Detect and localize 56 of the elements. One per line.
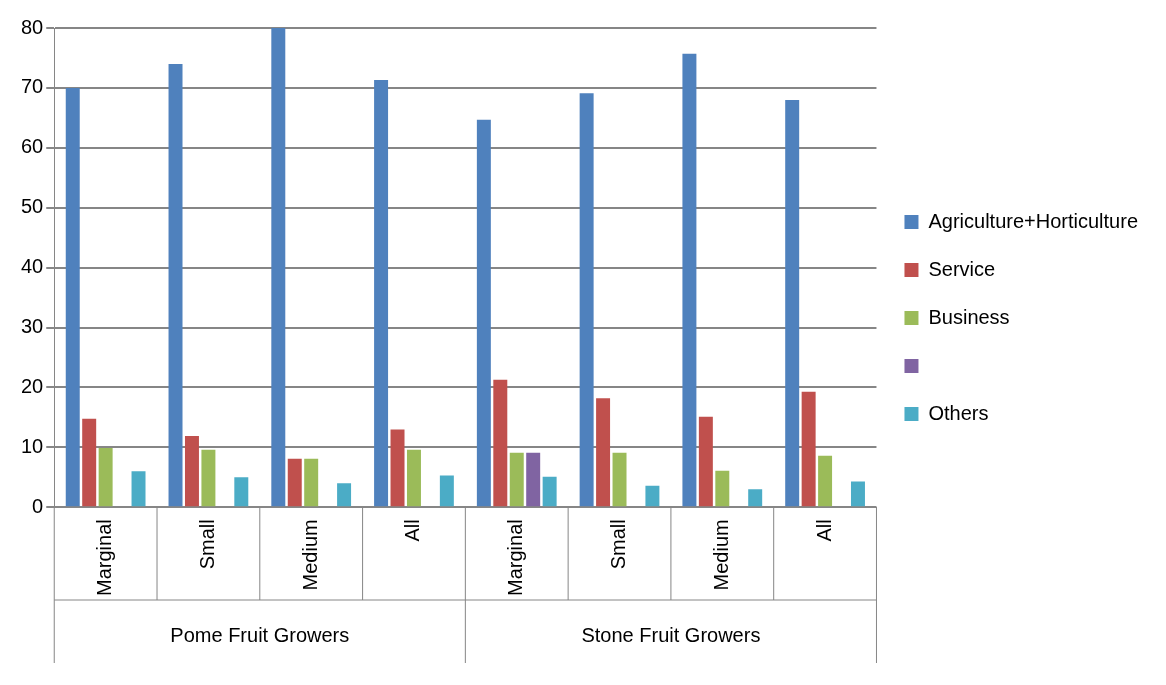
bar [850,481,865,507]
x-tick-label: Small [195,519,218,570]
text: Pome Fruit Growers [170,623,350,646]
bar [82,418,97,507]
bar [682,53,697,507]
bar [476,119,491,507]
bar [168,63,183,507]
bar [715,470,730,507]
bar [612,452,627,507]
bar [596,398,611,507]
bar [645,485,660,507]
y-tick-label: 80 [21,15,44,38]
bar [542,476,557,507]
y-tick-label: 10 [21,434,44,457]
legend-label: Service [928,257,996,280]
bar [406,449,421,507]
bar [271,28,286,507]
y-tick-label: 50 [21,195,44,218]
bar [201,449,216,507]
legend-label: Agriculture+Horticulture [928,209,1138,232]
bar [390,429,405,507]
bar [337,483,352,507]
bar [579,93,594,507]
bar [234,477,249,507]
y-tick-label: 0 [32,494,44,517]
bar [184,436,199,507]
x-tick-label: Medium [709,519,732,591]
x-tick-label: All [401,519,424,542]
bar [698,416,713,507]
legend-label: Business [928,305,1010,328]
bar [493,379,508,507]
bar [65,87,80,507]
x-tick-label: All [812,519,835,542]
x-tick-label: Small [607,519,630,570]
bar [287,458,302,507]
y-tick-label: 40 [21,255,44,278]
bar [801,391,816,507]
bar [748,489,763,507]
bar [439,475,454,507]
bar [818,455,833,507]
y-tick-label: 70 [21,75,44,98]
x-tick-label: Medium [298,519,321,591]
bar [785,99,800,507]
legend-label: Others [928,401,989,424]
text: Stone Fruit Growers [581,623,761,646]
bar [374,80,389,507]
bar [304,458,319,507]
y-tick-label: 20 [21,374,44,397]
bar [509,452,524,507]
y-tick-label: 30 [21,315,44,338]
bar [98,447,113,507]
bar [131,471,146,507]
y-tick-label: 60 [21,135,44,158]
bar [526,452,541,507]
x-tick-label: Marginal [504,519,527,596]
x-tick-label: Marginal [93,519,116,596]
